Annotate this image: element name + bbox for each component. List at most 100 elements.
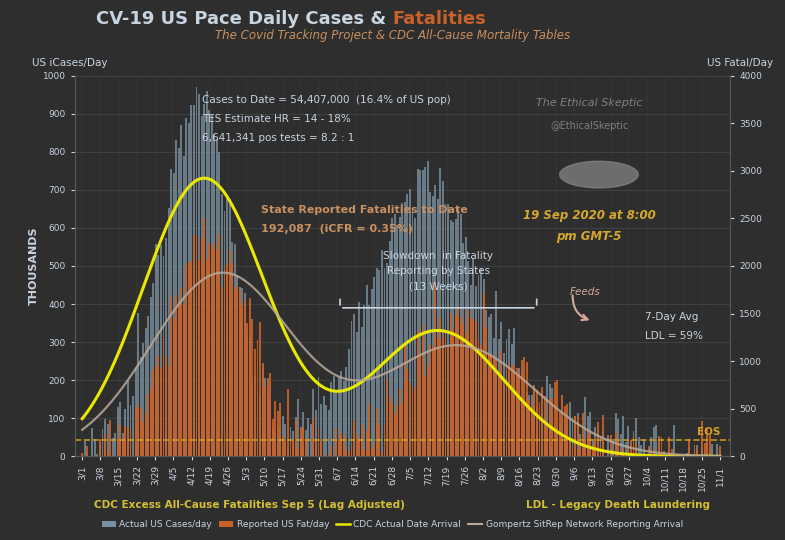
Bar (363, 450, 365, 456)
Bar (142, 422, 144, 456)
Bar (417, 168, 418, 456)
Bar (267, 390, 268, 456)
Bar (429, 192, 431, 456)
Bar (571, 417, 574, 456)
Text: US Fatal/Day: US Fatal/Day (706, 58, 772, 68)
Bar (376, 408, 378, 456)
Bar (292, 441, 294, 456)
Bar (617, 420, 619, 456)
Bar (246, 323, 248, 456)
Bar (363, 305, 365, 456)
Bar (224, 267, 225, 456)
Bar (719, 446, 721, 456)
Bar (615, 413, 617, 456)
Bar (127, 381, 129, 456)
Bar (551, 388, 553, 456)
Text: Reporting by States: Reporting by States (387, 266, 490, 276)
Bar (434, 281, 436, 456)
Bar (312, 418, 314, 456)
Bar (104, 434, 106, 456)
Bar (584, 397, 586, 456)
Bar (111, 437, 114, 456)
Bar (185, 265, 188, 456)
Bar (345, 450, 348, 456)
Bar (650, 437, 652, 456)
Bar (491, 314, 492, 456)
Bar (401, 403, 403, 456)
Bar (320, 441, 322, 456)
Bar (241, 288, 243, 456)
Bar (455, 316, 457, 456)
Bar (117, 407, 119, 456)
Bar (300, 427, 301, 456)
Bar (467, 310, 469, 456)
Bar (298, 399, 299, 456)
Bar (590, 430, 591, 456)
Bar (356, 435, 357, 456)
Bar (277, 411, 279, 456)
Bar (660, 437, 663, 456)
Bar (261, 363, 264, 456)
Bar (582, 413, 584, 456)
Bar (524, 357, 525, 456)
Bar (503, 383, 505, 456)
Bar (427, 161, 429, 456)
Bar (498, 339, 500, 456)
Bar (195, 235, 198, 456)
Bar (600, 436, 601, 456)
Bar (165, 238, 167, 456)
Bar (590, 411, 591, 456)
Bar (97, 454, 98, 456)
Bar (559, 424, 560, 456)
Bar (292, 430, 294, 456)
Text: CV-19 US Pace Daily Cases &: CV-19 US Pace Daily Cases & (96, 10, 392, 28)
Bar (104, 419, 106, 456)
Text: 7-Day Avg: 7-Day Avg (644, 312, 698, 322)
Bar (658, 436, 660, 456)
Bar (487, 354, 490, 456)
Bar (244, 300, 246, 456)
Bar (709, 451, 710, 456)
Bar (462, 244, 464, 456)
Bar (623, 448, 624, 456)
Bar (144, 328, 147, 456)
Bar (524, 404, 525, 456)
Bar (109, 421, 111, 456)
Bar (394, 413, 396, 456)
Bar (218, 234, 221, 456)
Bar (424, 167, 426, 456)
Bar (261, 368, 264, 456)
Bar (290, 427, 291, 456)
Bar (356, 332, 357, 456)
Bar (462, 324, 464, 456)
Bar (290, 442, 291, 456)
Bar (371, 449, 373, 456)
Bar (465, 333, 467, 456)
Bar (528, 400, 531, 456)
Bar (216, 139, 217, 456)
Bar (693, 451, 696, 456)
Bar (160, 245, 162, 456)
Bar (335, 429, 338, 456)
Bar (246, 329, 248, 456)
Bar (495, 359, 497, 456)
Bar (480, 268, 482, 456)
Bar (696, 450, 698, 456)
Bar (127, 427, 129, 456)
Bar (579, 449, 581, 456)
Bar (343, 435, 345, 456)
Bar (569, 436, 571, 456)
Bar (536, 408, 538, 456)
Bar (503, 353, 505, 456)
Bar (335, 392, 338, 456)
Bar (272, 419, 274, 456)
Bar (317, 377, 319, 456)
Bar (491, 354, 492, 456)
Bar (706, 443, 708, 456)
Bar (177, 148, 180, 456)
Bar (341, 371, 342, 456)
Bar (206, 260, 208, 456)
Bar (317, 428, 319, 456)
Bar (442, 180, 444, 456)
Bar (193, 235, 195, 456)
